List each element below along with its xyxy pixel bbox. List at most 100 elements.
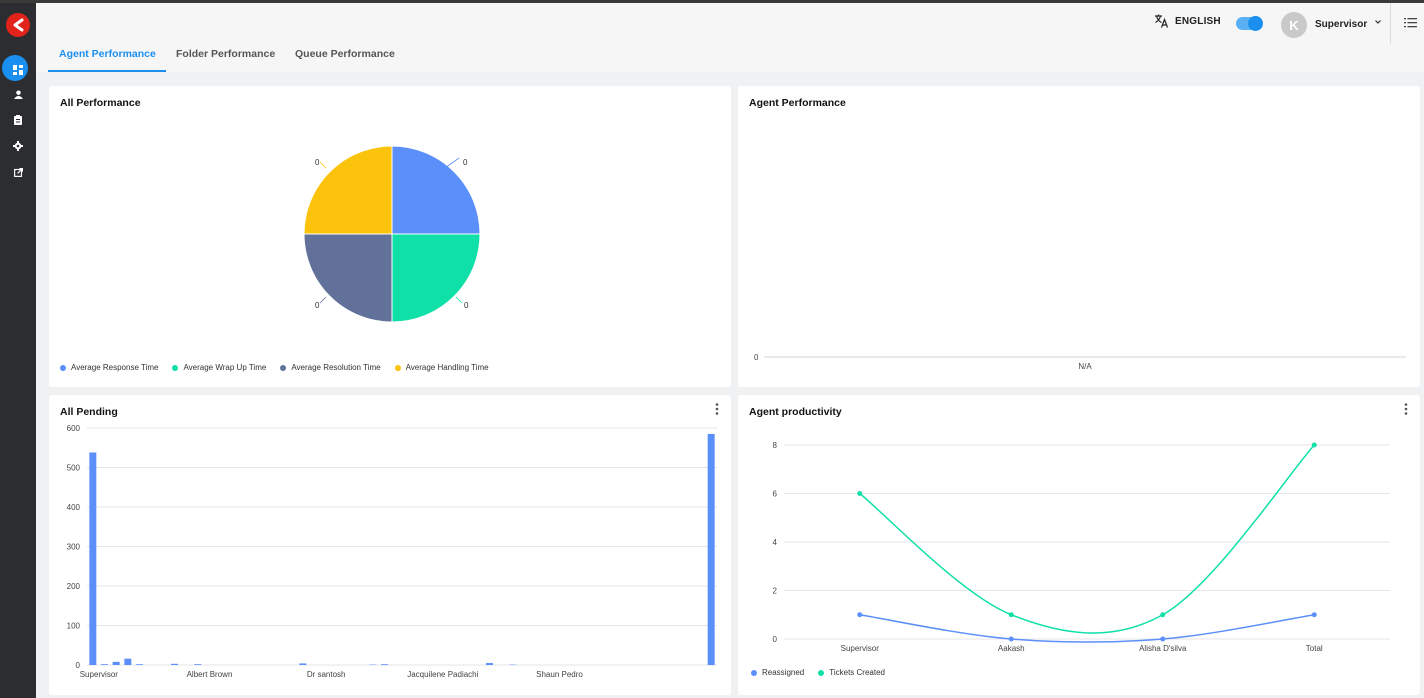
- more-options-icon[interactable]: [1403, 402, 1409, 416]
- sidebar: [0, 3, 36, 698]
- y-tick-label: 8: [773, 441, 778, 450]
- theme-toggle[interactable]: [1236, 16, 1263, 31]
- agent-productivity-chart: 0 2 4 6 8 Supervisor Aakash Alisha D'silva Total: [773, 441, 1390, 653]
- bar[interactable]: [124, 658, 132, 665]
- data-point[interactable]: [1008, 636, 1014, 642]
- card-title: All Performance: [60, 97, 141, 109]
- sidebar-item-reports[interactable]: [0, 109, 36, 131]
- avatar[interactable]: K: [1281, 12, 1307, 38]
- series-line[interactable]: [859, 444, 1315, 634]
- legend-item[interactable]: Average Handling Time: [394, 363, 489, 372]
- bar[interactable]: [171, 663, 178, 665]
- slice-label-leader: [319, 161, 327, 169]
- slice-label-leader: [444, 157, 460, 169]
- sidebar-item-settings[interactable]: [0, 135, 36, 157]
- translate-icon: [1155, 14, 1169, 28]
- legend-item[interactable]: Tickets Created: [818, 668, 885, 677]
- bar[interactable]: [101, 664, 108, 665]
- legend-label: Average Handling Time: [405, 363, 489, 372]
- data-point[interactable]: [857, 612, 863, 618]
- language-label: ENGLISH: [1175, 15, 1221, 27]
- line-legend: Reassigned Tickets Created: [751, 668, 885, 677]
- x-tick-label: Jacquilene Padiachi: [407, 670, 478, 679]
- slice-label-leader: [455, 296, 463, 304]
- slice-label: 0: [315, 301, 320, 310]
- legend-label: Average Response Time: [71, 363, 159, 372]
- x-tick-label: N/A: [1078, 362, 1092, 371]
- y-tick-label: 0: [754, 353, 759, 362]
- slice-label: 0: [464, 301, 469, 310]
- y-tick-label: 300: [67, 543, 81, 552]
- legend-label: Tickets Created: [829, 668, 885, 677]
- bar[interactable]: [136, 664, 143, 665]
- pie-chart: 0 0 0 0: [303, 145, 481, 323]
- bar[interactable]: [707, 433, 715, 665]
- x-tick-label: Aakash: [998, 644, 1025, 653]
- bar[interactable]: [89, 452, 97, 665]
- legend-label: Average Wrap Up Time: [183, 363, 267, 372]
- toggle-knob: [1248, 16, 1263, 31]
- data-point[interactable]: [1311, 442, 1317, 448]
- data-point[interactable]: [857, 491, 863, 496]
- pie-slice[interactable]: [391, 145, 481, 235]
- sidebar-item-external[interactable]: [0, 161, 36, 183]
- data-point[interactable]: [1160, 612, 1166, 618]
- legend-label: Reassigned: [762, 668, 805, 677]
- data-point[interactable]: [1160, 636, 1166, 642]
- tab-bar: Agent Performance Folder Performance Que…: [36, 44, 1424, 72]
- tab-queue-performance[interactable]: Queue Performance: [295, 48, 395, 60]
- all-pending-card: All Pending 0 100 200 300 400 500 600 Superviso…: [49, 395, 731, 695]
- dashboard-icon: [13, 65, 23, 75]
- bar[interactable]: [381, 664, 388, 665]
- x-tick-label: Shaun Pedro: [536, 670, 583, 679]
- list-menu-icon[interactable]: [1404, 17, 1417, 28]
- active-tab-indicator: [48, 70, 166, 72]
- pie-slice[interactable]: [303, 233, 393, 323]
- tab-agent-performance[interactable]: Agent Performance: [59, 48, 156, 60]
- more-options-icon[interactable]: [714, 402, 720, 416]
- y-tick-label: 0: [773, 635, 778, 644]
- pie-slice[interactable]: [391, 233, 481, 323]
- card-title: Agent productivity: [749, 406, 842, 418]
- clipboard-icon: [14, 115, 22, 125]
- bar[interactable]: [194, 664, 202, 665]
- app-logo[interactable]: [6, 13, 30, 37]
- agent-productivity-card: Agent productivity 0 2 4 6 8 Supervisor Aakash…: [738, 395, 1420, 695]
- legend-label: Average Resolution Time: [291, 363, 381, 372]
- tab-folder-performance[interactable]: Folder Performance: [176, 48, 276, 60]
- topbar-divider: [1390, 3, 1391, 47]
- y-tick-label: 100: [67, 622, 81, 631]
- y-tick-label: 2: [773, 587, 778, 596]
- all-performance-card: All Performance 0 0 0 0 Average Response…: [49, 86, 731, 387]
- legend-item[interactable]: Average Wrap Up Time: [172, 363, 266, 372]
- language-selector[interactable]: ENGLISH: [1154, 14, 1221, 28]
- bar[interactable]: [112, 661, 120, 665]
- logo-mark-icon: [13, 18, 24, 32]
- window-top-edge: [0, 0, 1424, 3]
- data-point[interactable]: [1311, 612, 1317, 618]
- legend-item[interactable]: Average Response Time: [60, 363, 158, 372]
- x-tick-label: Supervisor: [841, 644, 880, 653]
- chevron-down-icon[interactable]: [1374, 18, 1382, 26]
- top-bar: ENGLISH K Supervisor: [36, 3, 1424, 47]
- agent-performance-chart: 0 N/A: [754, 353, 1406, 371]
- legend-item[interactable]: Reassigned: [751, 668, 804, 677]
- bar[interactable]: [486, 663, 493, 665]
- bar[interactable]: [299, 663, 307, 665]
- card-title: Agent Performance: [749, 97, 846, 109]
- card-title: All Pending: [60, 406, 118, 418]
- sidebar-item-dashboard[interactable]: [0, 55, 36, 81]
- sidebar-item-users[interactable]: [0, 83, 36, 105]
- pie-slice[interactable]: [303, 145, 393, 235]
- y-tick-label: 200: [67, 582, 81, 591]
- user-name[interactable]: Supervisor: [1315, 19, 1368, 30]
- series-line[interactable]: [859, 614, 1315, 643]
- y-tick-label: 400: [67, 503, 81, 512]
- user-icon: [13, 89, 23, 99]
- data-point[interactable]: [1008, 612, 1014, 618]
- y-tick-label: 600: [67, 424, 81, 433]
- x-tick-label: Supervisor: [80, 670, 119, 679]
- legend-item[interactable]: Average Resolution Time: [280, 363, 381, 372]
- slice-label-leader: [319, 296, 327, 304]
- slice-label: 0: [315, 158, 320, 167]
